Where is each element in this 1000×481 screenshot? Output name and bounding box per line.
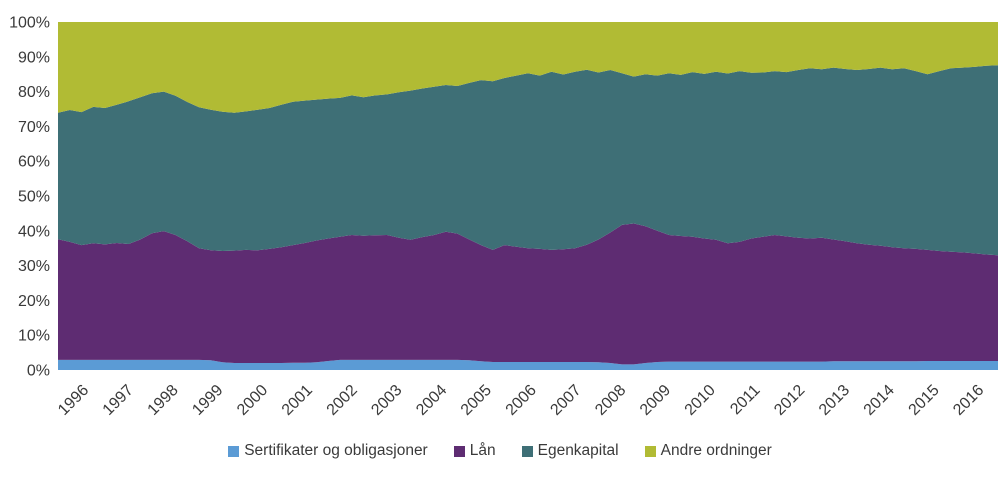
- y-axis-tick-label: 90%: [18, 49, 50, 66]
- y-axis-tick-label: 20%: [18, 293, 50, 310]
- legend-swatch-egenkapital-icon: [521, 445, 533, 457]
- y-axis-tick-label: 60%: [18, 154, 50, 171]
- legend-label-lan: Lån: [469, 442, 496, 459]
- x-axis-tick-label: 2002: [324, 382, 361, 419]
- legend-item-andre: Andre ordninger: [644, 442, 772, 460]
- legend-item-lan: Lån: [453, 442, 496, 460]
- area-lan: [58, 223, 998, 365]
- x-axis-tick-label: 2000: [234, 382, 271, 419]
- x-axis-tick-label: 2015: [906, 382, 943, 419]
- x-axis-tick-label: 2005: [458, 382, 495, 419]
- x-axis-tick-label: 2001: [279, 382, 316, 419]
- legend-label-andre: Andre ordninger: [660, 442, 772, 459]
- legend-swatch-lan-icon: [453, 445, 465, 457]
- y-axis-tick-label: 70%: [18, 119, 50, 136]
- x-axis-tick-label: 2013: [816, 382, 853, 419]
- y-axis-tick-label: 80%: [18, 84, 50, 101]
- area-andre-ordninger: [58, 22, 998, 113]
- y-axis-tick-label: 100%: [9, 15, 50, 32]
- y-axis-tick-label: 0%: [27, 363, 50, 380]
- x-axis-tick-label: 2012: [771, 382, 808, 419]
- y-axis-tick-label: 50%: [18, 189, 50, 206]
- x-axis-tick-label: 2006: [503, 382, 540, 419]
- area-egenkapital: [58, 65, 998, 256]
- legend-label-egenkapital: Egenkapital: [537, 442, 619, 459]
- x-axis-tick-label: 2014: [861, 382, 898, 419]
- legend-item-sertifikater: Sertifikater og obligasjoner: [228, 442, 428, 460]
- y-axis-tick-label: 10%: [18, 328, 50, 345]
- x-axis-tick-label: 1998: [145, 382, 182, 419]
- x-axis-tick-label: 2011: [727, 382, 763, 418]
- x-axis-tick-label: 2009: [637, 382, 674, 419]
- x-axis-tick-label: 2008: [592, 382, 629, 419]
- x-axis-tick-label: 1997: [100, 382, 137, 419]
- x-axis-tick-label: 2010: [682, 382, 719, 419]
- area-sertifikater-og-obligasjoner: [58, 359, 998, 370]
- y-axis-tick-label: 30%: [18, 258, 50, 275]
- x-axis-tick-label: 1999: [189, 382, 226, 419]
- legend-item-egenkapital: Egenkapital: [521, 442, 619, 460]
- legend-label-sertifikater: Sertifikater og obligasjoner: [244, 442, 428, 459]
- chart-legend: Sertifikater og obligasjoner Lån Egenkap…: [0, 442, 1000, 460]
- x-axis-tick-label: 1996: [55, 382, 92, 419]
- y-axis-tick-label: 40%: [18, 223, 50, 240]
- legend-swatch-andre-icon: [644, 445, 656, 457]
- plot-area: 0%10%20%30%40%50%60%70%80%90%100%1996 199…: [9, 15, 998, 419]
- x-axis-tick-label: 2016: [950, 382, 987, 419]
- x-axis-tick-label: 2003: [368, 382, 405, 419]
- legend-swatch-sertifikater-icon: [228, 445, 240, 457]
- x-axis-tick-label: 2007: [547, 382, 584, 419]
- x-axis-tick-label: 2004: [413, 382, 450, 419]
